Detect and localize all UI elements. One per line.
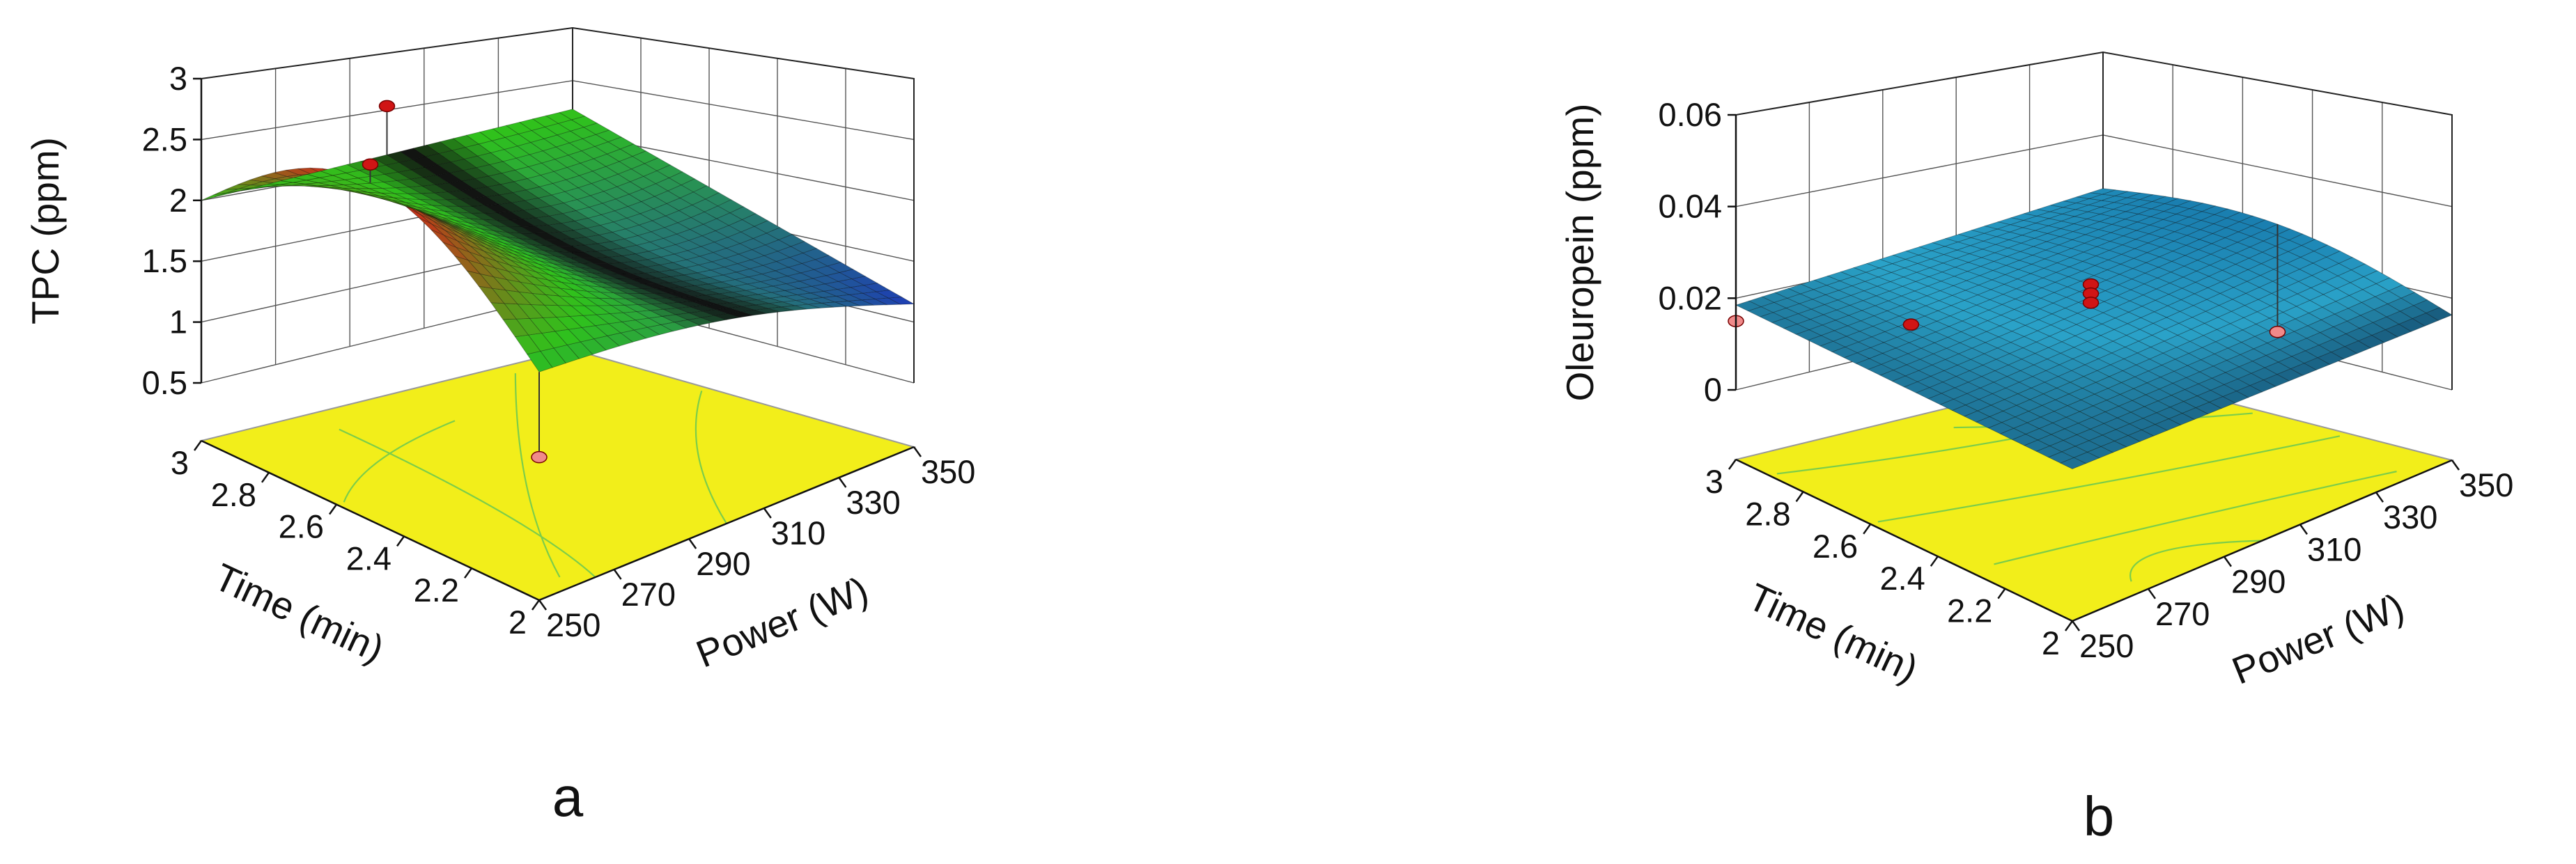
y-tick-label: 2.4 bbox=[1879, 560, 1925, 597]
z-tick-label: 0.06 bbox=[1659, 96, 1722, 133]
x-tick-mark bbox=[688, 538, 697, 549]
y-tick-mark bbox=[261, 472, 270, 483]
contour-line bbox=[339, 428, 596, 578]
design-points bbox=[362, 100, 548, 464]
y-tick-label: 2.6 bbox=[1813, 528, 1858, 565]
x-tick-label: 330 bbox=[846, 484, 900, 521]
y-tick-mark bbox=[463, 567, 473, 579]
y-tick-mark bbox=[1795, 491, 1804, 503]
contour-line bbox=[514, 373, 561, 578]
y-tick-mark bbox=[2064, 620, 2074, 631]
z-tick-label: 0.5 bbox=[142, 364, 187, 401]
y-tick-mark bbox=[1728, 459, 1737, 470]
y-tick-label: 3 bbox=[171, 444, 189, 481]
y-tick-mark bbox=[531, 599, 541, 611]
contour-line bbox=[343, 420, 456, 503]
x-tick-label: 270 bbox=[621, 576, 676, 613]
x-tick-label: 350 bbox=[2459, 466, 2513, 503]
y-axis-line bbox=[201, 439, 540, 602]
design-point bbox=[378, 100, 396, 113]
y-tick-mark bbox=[328, 503, 338, 515]
design-point bbox=[2269, 326, 2286, 338]
x-tick-label: 350 bbox=[921, 453, 975, 490]
x-tick-label: 290 bbox=[2231, 563, 2286, 600]
z-tick-label: 1 bbox=[169, 304, 187, 340]
z-axis-label: TPC (ppm) bbox=[24, 137, 67, 324]
contour-line bbox=[1877, 435, 2341, 523]
y-tick-label: 2.8 bbox=[1745, 495, 1790, 532]
z-tick-label: 0.04 bbox=[1659, 188, 1722, 225]
x-axis-label: Power (W) bbox=[2226, 585, 2410, 693]
x-tick-mark bbox=[913, 446, 922, 457]
z-tick-label: 2.5 bbox=[142, 120, 187, 157]
z-gridline bbox=[201, 27, 915, 79]
x-tick-mark bbox=[2375, 492, 2384, 503]
design-point bbox=[362, 158, 379, 171]
z-tick-label: 3 bbox=[169, 60, 187, 97]
z-tick-label: 2 bbox=[169, 182, 187, 219]
x-tick-mark bbox=[2451, 460, 2460, 471]
chart-panel-b: 0 0.02 0.04 0.06 2 2.2 2.4 2.6 2.8 3 250 270 290 310 3… bbox=[1558, 51, 2513, 693]
chart-panel-a: 0.5 1 1.5 2 2.5 3 2 2.2 2.4 2.6 2.8 3 250 270 290 310 33… bbox=[24, 26, 975, 676]
y-tick-mark bbox=[1930, 556, 1939, 567]
panel-label-b: b bbox=[2084, 785, 2115, 847]
y-tick-mark bbox=[1863, 524, 1872, 535]
x-tick-mark bbox=[838, 477, 847, 488]
z-gridline bbox=[1735, 52, 2453, 116]
x-tick-mark bbox=[613, 569, 622, 580]
y-axis-line bbox=[1735, 458, 2073, 622]
x-axis-line bbox=[538, 446, 915, 602]
x-tick-label: 310 bbox=[2307, 531, 2361, 567]
x-tick-label: 330 bbox=[2383, 498, 2437, 535]
axes-frame bbox=[1728, 113, 2460, 631]
x-tick-mark bbox=[763, 508, 772, 519]
z-tick-label: 0.02 bbox=[1659, 279, 1722, 316]
y-tick-mark bbox=[1997, 588, 2006, 599]
axes-frame bbox=[193, 77, 922, 611]
z-tick-label: 0 bbox=[1704, 371, 1722, 408]
z-axis-label: Oleuropein (ppm) bbox=[1558, 104, 1601, 402]
design-point bbox=[531, 450, 548, 464]
design-point bbox=[1902, 318, 1920, 331]
y-tick-label: 2.8 bbox=[211, 476, 256, 513]
design-point bbox=[2082, 297, 2100, 309]
contour-floor bbox=[199, 348, 917, 602]
contour-line bbox=[1994, 471, 2397, 565]
y-tick-label: 2 bbox=[509, 604, 527, 641]
y-tick-label: 2.6 bbox=[279, 508, 324, 545]
x-tick-mark bbox=[2299, 524, 2309, 535]
y-tick-mark bbox=[396, 535, 405, 547]
x-tick-mark bbox=[2223, 556, 2233, 567]
contour-line bbox=[2129, 540, 2263, 582]
x-tick-label: 290 bbox=[696, 545, 750, 582]
z-tick-label: 1.5 bbox=[142, 242, 187, 279]
x-tick-mark bbox=[2147, 588, 2157, 599]
x-tick-label: 310 bbox=[771, 515, 825, 551]
x-axis-label: Power (W) bbox=[690, 568, 874, 676]
contour-line bbox=[695, 391, 727, 524]
x-tick-mark bbox=[2071, 620, 2081, 631]
surface-cell bbox=[2090, 188, 2116, 195]
response-surface bbox=[1735, 188, 2453, 469]
response-surface bbox=[201, 109, 915, 372]
floor-plane bbox=[199, 348, 917, 602]
surface-cell bbox=[558, 109, 586, 120]
y-tick-mark bbox=[193, 440, 203, 451]
x-tick-label: 270 bbox=[2155, 595, 2210, 632]
x-tick-label: 250 bbox=[2079, 627, 2134, 664]
x-axis-line bbox=[2072, 459, 2453, 622]
x-tick-mark bbox=[538, 599, 548, 611]
x-tick-label: 250 bbox=[546, 606, 600, 643]
panel-label-a: a bbox=[552, 766, 584, 828]
y-tick-label: 2.2 bbox=[1947, 592, 1992, 629]
y-tick-label: 2.2 bbox=[414, 572, 459, 608]
y-tick-label: 2 bbox=[2042, 625, 2060, 661]
design-points bbox=[1728, 224, 2286, 338]
y-tick-label: 3 bbox=[1705, 463, 1723, 500]
y-tick-label: 2.4 bbox=[346, 540, 391, 576]
